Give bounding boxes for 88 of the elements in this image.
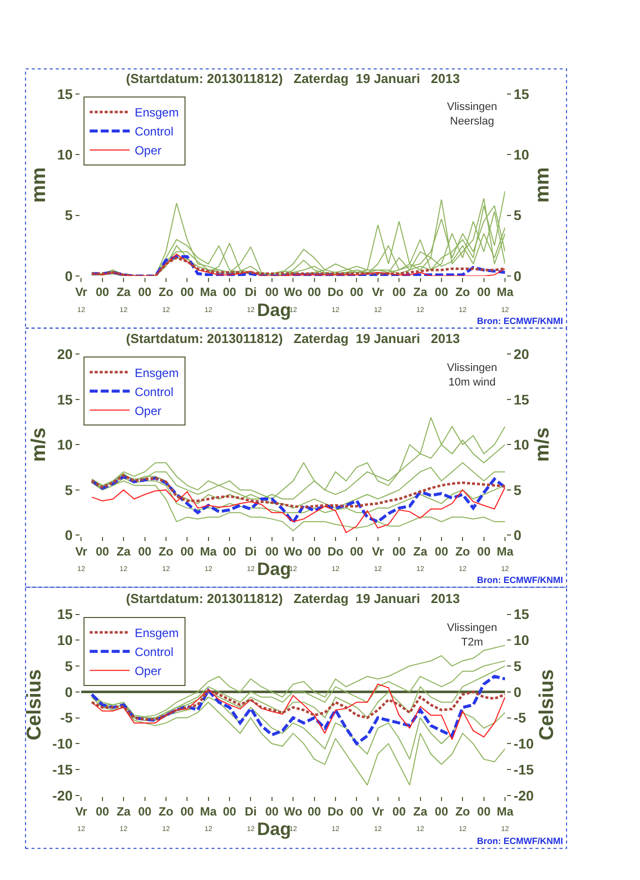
legend-label: Oper xyxy=(134,664,162,678)
x-tick-label: 00 xyxy=(96,544,110,558)
text: Bron: ECMWF/KNMI xyxy=(477,316,563,326)
y-tick-label: -20 xyxy=(52,787,73,804)
legend-label: Oper xyxy=(134,404,162,418)
y-tick-label: 0 xyxy=(64,684,73,700)
x-tick-label: 00 xyxy=(96,285,110,300)
y-tick-label: 5 xyxy=(64,207,73,224)
x-tick-label: 00 xyxy=(222,285,237,300)
x-tick-label: 00 xyxy=(392,285,406,300)
y2-tick-label: -5 xyxy=(514,710,526,726)
legend-label: Ensgem xyxy=(134,626,179,640)
x-tick-label: 00 xyxy=(477,285,491,300)
y2-tick-label: 10 xyxy=(514,632,530,648)
chart-title: (Startdatum: 2013011812) Zaterdag 19 Januari 2013 xyxy=(126,71,460,86)
y-axis-title: m/s xyxy=(28,427,50,462)
y-tick-label: 15 xyxy=(57,86,73,102)
y-tick-label: 10 xyxy=(57,436,73,453)
y-tick-label: 0 xyxy=(64,527,73,544)
x-tick-label: 00 xyxy=(308,544,322,558)
x-tick-label: 00 xyxy=(222,544,237,558)
x-tick-label: 00 xyxy=(350,804,364,819)
y-tick-label: -15 xyxy=(52,761,73,778)
text: Bron: ECMWF/KNMI xyxy=(477,575,563,585)
y2-tick-label: 10 xyxy=(514,436,530,453)
legend-label: Oper xyxy=(134,144,162,158)
x-tick-label: 00 xyxy=(477,804,491,819)
x-tick-label: 00 xyxy=(434,544,448,558)
y-tick-label: 5 xyxy=(64,482,73,498)
x-tick-label: 00 xyxy=(477,544,491,558)
x-tick-label: 00 xyxy=(392,544,406,558)
x-tick-label: 00 xyxy=(138,804,152,819)
x-tick-label: 00 xyxy=(350,285,364,300)
legend-label: Control xyxy=(134,384,174,399)
y2-tick-label: 5 xyxy=(514,207,522,224)
annotation: Vlissingen 10m wind xyxy=(447,362,498,388)
x-tick-label: 00 xyxy=(96,804,110,819)
x-tick-label: 00 xyxy=(392,804,406,819)
y2-axis-title: Celsius xyxy=(536,669,558,740)
y-axis-title: mm xyxy=(28,167,50,203)
x-tick-label: 00 xyxy=(434,285,448,300)
x-tick-label: 00 xyxy=(434,804,448,819)
y2-tick-label: 15 xyxy=(514,86,530,102)
y2-axis-title: m/s xyxy=(531,427,554,462)
y2-tick-label: 15 xyxy=(514,391,530,408)
annotation: Vlissingen Neerslag xyxy=(447,101,498,128)
y2-tick-label: -20 xyxy=(514,787,534,804)
y2-tick-label: 0 xyxy=(514,684,522,700)
legend-label: Ensgem xyxy=(134,366,179,380)
x-tick-label: 00 xyxy=(265,285,279,300)
x-tick-label: 00 xyxy=(222,804,237,819)
y-tick-label: -5 xyxy=(60,710,73,726)
y-tick-label: 15 xyxy=(57,606,73,622)
y-tick-label: 15 xyxy=(57,391,73,408)
text: Bron: ECMWF/KNMI xyxy=(477,836,563,846)
y2-tick-label: 5 xyxy=(514,658,522,674)
y2-tick-label: -10 xyxy=(514,736,534,752)
y-tick-label: -10 xyxy=(52,736,73,752)
y-tick-label: 10 xyxy=(57,146,73,163)
chart-title: (Startdatum: 2013011812) Zaterdag 19 Januari 2013 xyxy=(126,331,460,346)
legend-label: Ensgem xyxy=(134,106,179,120)
y-tick-label: 0 xyxy=(64,268,73,284)
x-tick-label: 00 xyxy=(265,804,279,819)
y2-axis-title: mm xyxy=(531,167,554,203)
y2-tick-label: 20 xyxy=(514,346,530,362)
legend-label: Control xyxy=(134,645,174,660)
x-tick-label: 00 xyxy=(180,285,194,300)
y-tick-label: 10 xyxy=(57,632,73,648)
y2-tick-label: 15 xyxy=(514,606,530,622)
x-tick-label: 00 xyxy=(308,804,322,819)
x-tick-label: 00 xyxy=(308,285,322,300)
y-tick-label: 20 xyxy=(57,346,73,362)
x-tick-label: 00 xyxy=(180,804,194,819)
chart-title: (Startdatum: 2013011812) Zaterdag 19 Januari 2013 xyxy=(126,591,460,606)
y2-tick-label: 5 xyxy=(514,482,522,498)
x-tick-label: 00 xyxy=(138,285,152,300)
y-tick-label: 5 xyxy=(64,658,73,674)
x-tick-label: 00 xyxy=(350,544,364,558)
y2-tick-label: 0 xyxy=(514,527,522,544)
y2-tick-label: 10 xyxy=(514,146,530,163)
legend-label: Control xyxy=(134,124,174,139)
x-tick-label: 00 xyxy=(180,544,194,558)
y2-tick-label: -15 xyxy=(514,761,534,778)
y2-tick-label: 0 xyxy=(514,268,522,284)
x-tick-label: 00 xyxy=(265,544,279,558)
annotation: Vlissingen T2m xyxy=(447,622,498,648)
x-tick-label: 00 xyxy=(138,544,152,558)
y-axis-title: Celsius xyxy=(23,669,46,740)
